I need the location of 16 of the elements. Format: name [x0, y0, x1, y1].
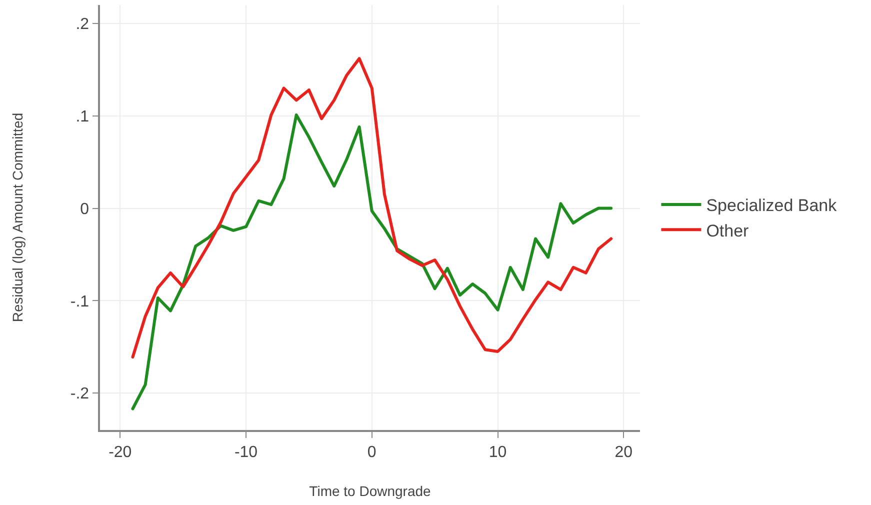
y-tick-label: 0 — [80, 200, 90, 218]
legend-label: Other — [706, 221, 750, 240]
x-tick-label: -20 — [108, 444, 132, 461]
x-tick-label: 20 — [614, 444, 633, 461]
line-series — [131, 57, 613, 359]
x-tick-label: 0 — [367, 444, 376, 461]
y-tick-label: -.2 — [70, 386, 90, 403]
legend-label: Specialized Bank — [706, 196, 838, 216]
x-axis-title: Time to Downgrade — [309, 482, 432, 499]
line-series — [131, 113, 613, 410]
y-tick-label: .1 — [76, 108, 90, 126]
x-tick-label: -10 — [234, 444, 258, 461]
y-tick-label: .2 — [76, 16, 90, 34]
x-tick-label: 10 — [488, 444, 507, 461]
y-tick-label: -.1 — [70, 293, 90, 310]
y-axis-title: Residual (log) Amount Committed — [9, 112, 26, 322]
